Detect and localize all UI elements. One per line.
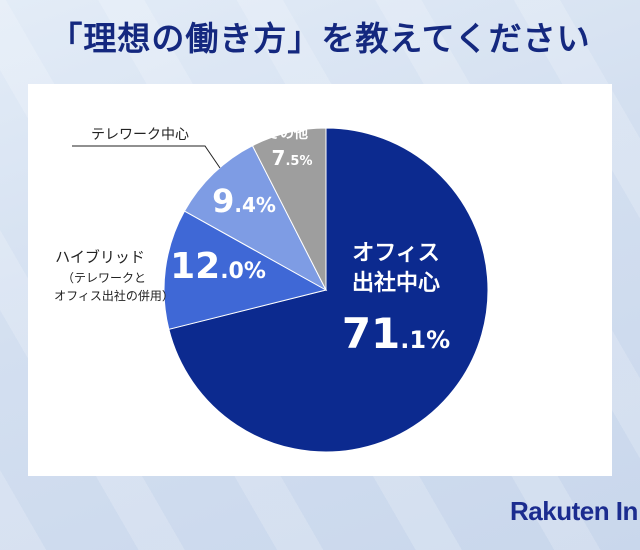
pie-slice-3 [251,127,327,291]
slice-value-label-1: 12.0% [170,246,266,287]
page-title: 「理想の働き方」を教えてください [49,19,591,58]
slice-category-label-1: （テレワークと [62,271,146,285]
pie-slice-0 [168,127,489,453]
slice-value-label-3: 7.5% [272,146,313,170]
slice-value-label-2: 9.4% [212,182,276,220]
leader-line-telework [72,145,221,169]
slice-category-label-3: その他 [266,125,308,142]
pie-slice-2 [183,144,328,292]
slice-category-label-2: テレワーク中心 [91,127,189,143]
pie-slice-1 [163,210,328,330]
slice-category-label-1: オフィス出社の併用） [54,288,174,303]
slice-category-label-0: 出社中心 [352,270,440,296]
brand-logo: Rakuten In [510,496,638,526]
slice-category-label-0: オフィス [352,241,440,266]
slice-category-label-1: ハイブリッド [55,248,145,266]
slice-value-label-0: 71.1% [342,309,450,358]
